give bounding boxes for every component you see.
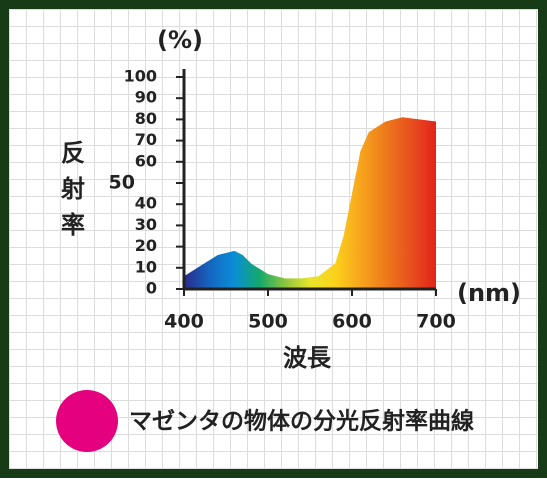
y-tick-label: 70 bbox=[135, 130, 157, 149]
y-tick-label: 30 bbox=[135, 215, 157, 234]
y-tick-label: 80 bbox=[135, 109, 157, 128]
y-tick-label: 40 bbox=[135, 194, 157, 213]
legend-label: マゼンタの物体の分光反射率曲線 bbox=[129, 408, 474, 435]
y-tick-label: 60 bbox=[135, 151, 157, 170]
legend-marker bbox=[56, 390, 118, 452]
y-axis-label: 反射率 bbox=[60, 139, 85, 239]
x-unit: (nm) bbox=[457, 279, 521, 307]
x-axis-label: 波長 bbox=[283, 344, 332, 372]
x-tick-label: 700 bbox=[416, 311, 456, 333]
x-tick-label: 400 bbox=[164, 311, 204, 333]
y-tick-label: 50 bbox=[109, 172, 135, 194]
reflectance-area bbox=[184, 117, 436, 289]
y-unit: (%) bbox=[157, 26, 203, 54]
x-tick-label: 600 bbox=[332, 311, 372, 333]
y-tick-label: 0 bbox=[146, 279, 157, 298]
y-tick-label: 100 bbox=[124, 67, 157, 86]
chart: (%) 反射率 (nm) 波長 マゼンタの物体の分光反射率曲線 0 10 20 30 40… bbox=[56, 26, 521, 452]
x-tick-label: 500 bbox=[248, 311, 288, 333]
y-tick-label: 90 bbox=[135, 88, 157, 107]
y-tick-label: 10 bbox=[135, 257, 157, 276]
y-tick-label: 20 bbox=[135, 236, 157, 255]
